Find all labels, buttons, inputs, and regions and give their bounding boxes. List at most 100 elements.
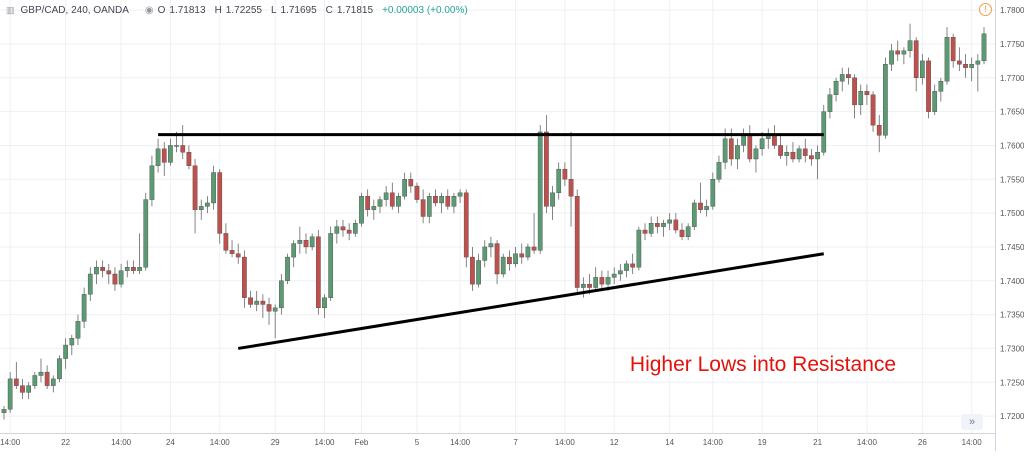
candle-up <box>661 223 666 227</box>
candle-up <box>716 162 722 180</box>
price-tick-label: 1.75000 <box>1000 209 1024 218</box>
candle-down <box>630 263 636 268</box>
candle-up <box>932 91 938 112</box>
candle-down <box>445 196 451 207</box>
candle-down <box>568 179 574 197</box>
candle-down <box>519 253 525 258</box>
candle-up <box>969 64 975 68</box>
candle-down <box>235 253 241 258</box>
high-value: 1.72255 <box>225 4 262 16</box>
candle-down <box>242 256 247 298</box>
higher-lows-trendline[interactable] <box>237 252 824 350</box>
candle-down <box>20 385 25 393</box>
candle-down <box>217 172 223 234</box>
candle-down <box>507 256 512 265</box>
candle-down <box>260 300 266 305</box>
candle-up <box>636 229 642 268</box>
price-tick-label: 1.74000 <box>1000 277 1024 286</box>
low-label: L <box>270 4 277 16</box>
candle-up <box>149 165 155 200</box>
time-tick-label: 14:00 <box>314 438 335 447</box>
candle-up <box>285 256 290 281</box>
candle-up <box>556 168 562 194</box>
time-tick-label: 14:00 <box>210 438 231 447</box>
candle-down <box>186 152 192 166</box>
candle-up <box>722 138 728 163</box>
candle-down <box>809 155 814 160</box>
candle-up <box>426 196 432 217</box>
bar-chart-icon[interactable]: ▥ <box>6 4 15 15</box>
candle-up <box>291 243 297 258</box>
candle-up <box>143 199 149 268</box>
candle-up <box>81 294 87 322</box>
legend-header: ▥ GBP/CAD, 240, OANDA ◉ O 1.71813 H 1.72… <box>6 3 468 17</box>
candle-up <box>611 273 617 278</box>
candle-down <box>346 229 352 234</box>
close-value: 1.71815 <box>336 4 374 16</box>
alert-icon[interactable]: ! <box>979 3 992 16</box>
high-label: H <box>214 4 222 16</box>
candle-down <box>654 223 660 227</box>
candle-up <box>57 358 62 380</box>
candle-down <box>340 226 346 231</box>
candle-up <box>174 145 179 147</box>
candle-up <box>7 378 13 410</box>
candle-down <box>161 148 167 163</box>
candle-up <box>254 300 260 305</box>
candle-up <box>735 145 740 160</box>
candle-up <box>383 192 389 200</box>
time-tick-label: 22 <box>61 438 70 447</box>
candle-up <box>488 243 494 248</box>
time-tick-label: 26 <box>918 438 927 447</box>
candle-up <box>513 253 518 265</box>
symbol-label[interactable]: GBP/CAD, 240, OANDA <box>20 4 129 16</box>
time-tick-label: 14:00 <box>962 438 983 447</box>
candle-down <box>673 219 679 231</box>
time-tick-label: 14:00 <box>0 438 21 447</box>
candle-up <box>334 226 340 234</box>
candle-up <box>796 148 802 160</box>
change-value: +0.00003 (+0.00%) <box>382 4 468 16</box>
time-tick-label: 5 <box>415 438 420 447</box>
candle-down <box>13 378 19 386</box>
candle-up <box>137 267 142 271</box>
candle-down <box>44 371 50 386</box>
candle-up <box>272 307 278 312</box>
candle-down <box>574 196 580 288</box>
candle-up <box>1 409 7 413</box>
candle-up <box>710 179 716 207</box>
candle-down <box>470 256 475 285</box>
scroll-to-latest-icon[interactable]: » <box>961 414 983 430</box>
candle-down <box>846 74 851 79</box>
candle-up <box>279 280 284 309</box>
candle-up <box>359 196 364 224</box>
candle-up <box>396 196 401 207</box>
candle-down <box>876 124 882 136</box>
candle-down <box>698 202 703 210</box>
price-tick-label: 1.76500 <box>1000 108 1024 117</box>
candle-down <box>870 94 876 126</box>
candle-up <box>26 385 32 393</box>
candle-down <box>802 148 808 156</box>
price-tick-label: 1.74500 <box>1000 243 1024 252</box>
candle-up <box>63 344 68 359</box>
candle-up <box>309 236 315 248</box>
low-value: 1.71695 <box>280 4 317 16</box>
candle-up <box>648 223 654 234</box>
candle-down <box>895 50 901 55</box>
candle-down <box>852 77 857 106</box>
candle-down <box>950 37 956 62</box>
candle-up <box>975 60 981 65</box>
price-tick-label: 1.78000 <box>1000 6 1024 15</box>
candle-up <box>451 196 457 207</box>
time-tick-label: 14:00 <box>555 438 576 447</box>
candle-up <box>118 270 124 285</box>
time-tick-label: 29 <box>271 438 280 447</box>
candle-up <box>377 199 383 207</box>
time-tick-label: 7 <box>513 438 518 447</box>
price-tick-label: 1.73500 <box>1000 311 1024 320</box>
eye-icon[interactable]: ◉ <box>144 4 154 16</box>
candle-up <box>500 256 506 275</box>
